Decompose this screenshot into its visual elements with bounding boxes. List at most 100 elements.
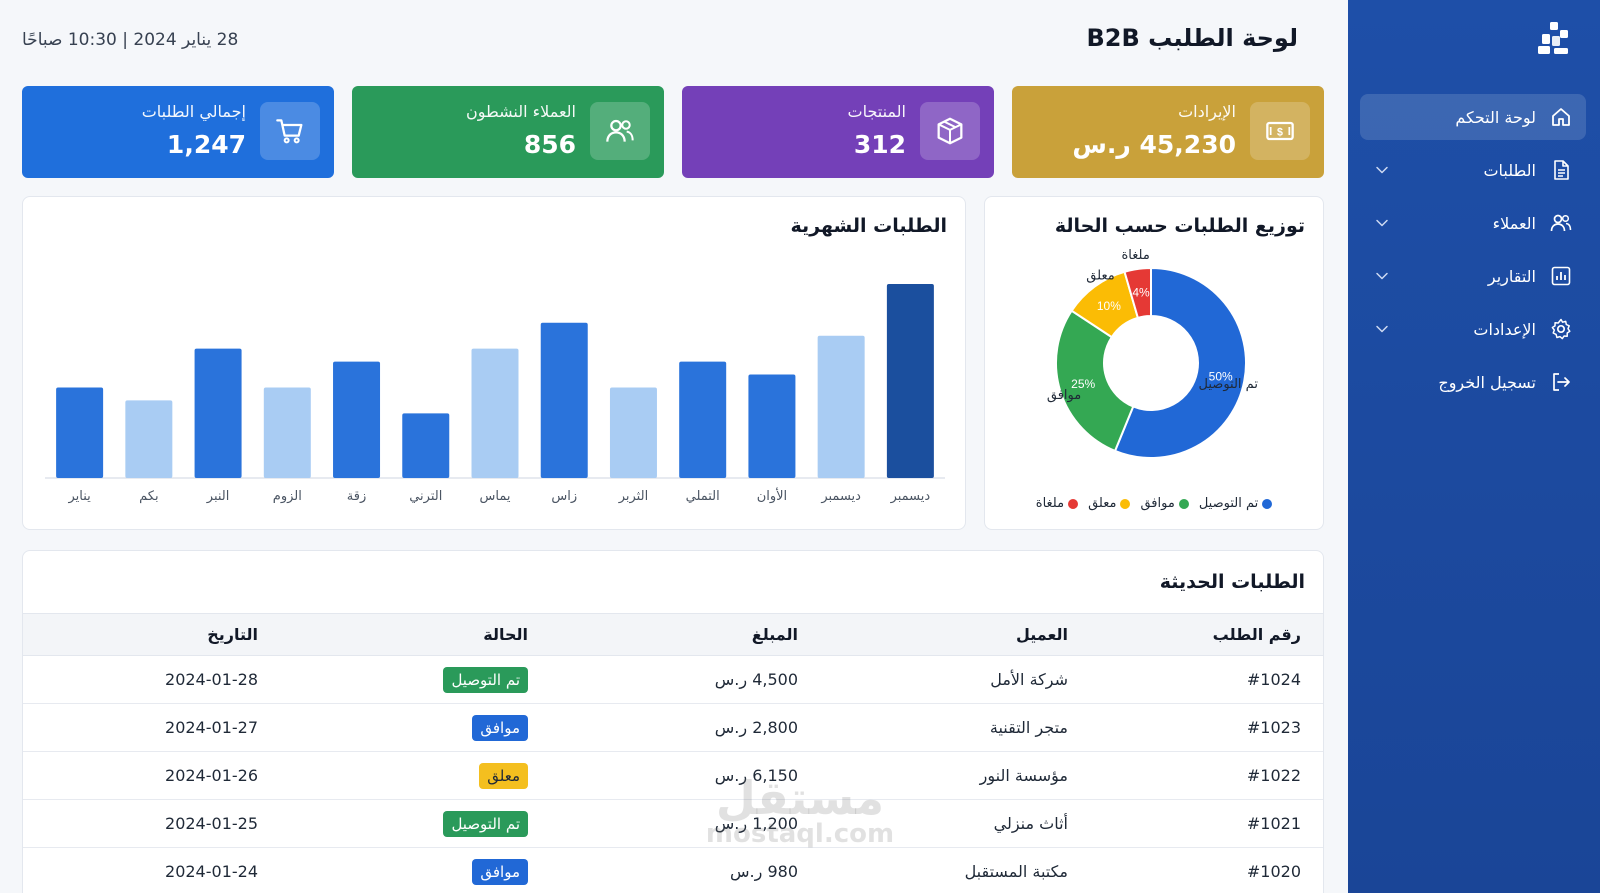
bar[interactable]	[471, 348, 519, 478]
logo-icon	[1538, 22, 1568, 54]
panel-title: توزيع الطلبات حسب الحالة	[1054, 215, 1305, 237]
status-donut-chart: 50%تم التوصيل 25%موافق 10% معلق 4% ملغاة	[1047, 248, 1259, 459]
sidebar-item-label: الطلبات	[1483, 160, 1536, 180]
bar[interactable]	[886, 283, 934, 478]
x-tick-label: النبر	[206, 489, 230, 504]
pie-slice-label: تم التوصيل	[1199, 377, 1259, 392]
bar[interactable]	[679, 361, 727, 478]
sidebar-item-settings[interactable]: الإعدادات	[1360, 306, 1586, 352]
stat-label: العملاء النشطون	[465, 102, 576, 121]
chevron-down-icon	[1376, 272, 1388, 280]
x-tick-label: زاس	[551, 489, 577, 504]
cell-date: 2024-01-24	[23, 847, 258, 893]
chevron-down-icon[interactable]	[1372, 266, 1392, 286]
sidebar-item-reports[interactable]: التقارير	[1360, 253, 1586, 299]
bar[interactable]	[748, 374, 796, 479]
sidebar-item-label: الإعدادات	[1473, 319, 1536, 339]
cell-date: 2024-01-25	[23, 799, 258, 848]
bar[interactable]	[333, 361, 381, 478]
status-badge: تم التوصيل	[443, 810, 528, 837]
cell-order-id: #1023	[1068, 703, 1323, 752]
pie-legend: تم التوصيل موافق معلق ملغاة	[985, 496, 1323, 511]
sidebar-item-label: التقارير	[1487, 266, 1536, 286]
logout-icon	[1548, 369, 1574, 395]
logout-icon	[1553, 373, 1570, 391]
status-badge: موافق	[472, 714, 528, 741]
svg-text:$: $	[1277, 126, 1283, 138]
home-icon	[1548, 104, 1574, 130]
bar[interactable]	[263, 387, 311, 478]
gear-icon	[1551, 318, 1571, 340]
cell-client: شركة الأمل	[798, 655, 1068, 704]
col-status[interactable]: الحالة	[258, 613, 528, 656]
chevron-down-icon[interactable]	[1372, 213, 1392, 233]
chevron-down-icon	[1376, 219, 1388, 227]
table-row[interactable]: #1022 مؤسسة النور 6,150 ر.س معلق 2024-01…	[23, 751, 1323, 800]
cart-icon	[260, 102, 320, 160]
money-icon: $	[1250, 102, 1310, 160]
money-icon: $	[1266, 121, 1294, 141]
cell-client: متجر التقنية	[798, 703, 1068, 752]
cell-date: 2024-01-28	[23, 655, 258, 704]
cell-status: موافق	[258, 703, 528, 752]
x-tick-label: يماس	[480, 489, 511, 504]
cell-amount: 1,200 ر.س	[528, 799, 798, 848]
page-title: لوحة الطلبب B2B	[1086, 24, 1298, 52]
col-client[interactable]: العميل	[798, 613, 1068, 656]
stat-card-products[interactable]: المنتجات 312	[682, 86, 994, 178]
chevron-down-icon[interactable]	[1372, 319, 1392, 339]
table-row[interactable]: #1020 مكتبة المستقبل 980 ر.س موافق 2024-…	[23, 847, 1323, 893]
legend-dot	[1262, 498, 1273, 509]
bar[interactable]	[194, 348, 242, 478]
pie-slice-label: موافق	[1047, 388, 1081, 403]
pie-percent-label: 50%	[1209, 370, 1233, 384]
pie-slice[interactable]	[1055, 309, 1135, 453]
cell-amount: 980 ر.س	[528, 847, 798, 893]
bar[interactable]	[402, 413, 450, 478]
recent-orders-table-wrap: رقم الطلب العميل المبلغ الحالة التاريخ #…	[23, 613, 1323, 893]
users-icon	[606, 119, 634, 142]
sidebar-item-orders[interactable]: الطلبات	[1360, 147, 1586, 193]
cell-client: أثاث منزلي	[798, 799, 1068, 848]
stat-label: المنتجات	[847, 102, 907, 121]
table-row[interactable]: #1023 متجر التقنية 2,800 ر.س موافق 2024-…	[23, 703, 1323, 752]
legend-label: معلق	[1088, 496, 1117, 511]
table-row[interactable]: #1021 أثاث منزلي 1,200 ر.س تم التوصيل 20…	[23, 799, 1323, 848]
pie-slice-label: ملغاة	[1122, 248, 1150, 263]
sidebar-item-clients[interactable]: العملاء	[1360, 200, 1586, 246]
stat-card-total-orders[interactable]: إجمالي الطلبات 1,247	[22, 86, 334, 178]
bar[interactable]	[817, 335, 865, 478]
cart-icon	[276, 119, 303, 144]
x-tick-label: التملي	[686, 489, 720, 504]
col-order-id[interactable]: رقم الطلب	[1068, 613, 1323, 656]
legend-item: تم التوصيل	[1199, 496, 1273, 511]
monthly-orders-panel: الطلبات الشهرية يناير بكم النبر الزوم زقة الت…	[22, 196, 966, 530]
legend-dot	[1068, 498, 1079, 509]
bar[interactable]	[125, 400, 173, 478]
x-tick-label: ديسمبر	[890, 489, 931, 504]
cell-order-id: #1020	[1068, 847, 1323, 893]
cell-status: تم التوصيل	[258, 799, 528, 848]
col-date[interactable]: التاريخ	[23, 613, 258, 656]
bar[interactable]	[540, 322, 588, 478]
sidebar-item-logout[interactable]: تسجيل الخروج	[1360, 359, 1586, 405]
sidebar-item-dashboard[interactable]: لوحة التحكم	[1360, 94, 1586, 140]
table-row[interactable]: #1024 شركة الأمل 4,500 ر.س تم التوصيل 20…	[23, 655, 1323, 704]
cell-amount: 4,500 ر.س	[528, 655, 798, 704]
cell-amount: 6,150 ر.س	[528, 751, 798, 800]
status-badge: معلق	[479, 762, 528, 789]
x-tick-label: الترني	[409, 489, 442, 504]
chevron-down-icon[interactable]	[1372, 160, 1392, 180]
stat-card-revenue[interactable]: $ الإيرادات 45,230 ر.س	[1012, 86, 1324, 178]
bar[interactable]	[609, 387, 657, 478]
box-icon	[937, 117, 963, 145]
pie-slice[interactable]	[1113, 266, 1247, 459]
stat-card-active-clients[interactable]: العملاء النشطون 856	[352, 86, 664, 178]
pie-percent-label: 4%	[1132, 286, 1150, 300]
col-amount[interactable]: المبلغ	[528, 613, 798, 656]
bar[interactable]	[56, 387, 104, 478]
cell-order-id: #1021	[1068, 799, 1323, 848]
pie-slice[interactable]	[1123, 266, 1152, 320]
legend-item: معلق	[1088, 496, 1131, 511]
document-icon	[1548, 157, 1574, 183]
